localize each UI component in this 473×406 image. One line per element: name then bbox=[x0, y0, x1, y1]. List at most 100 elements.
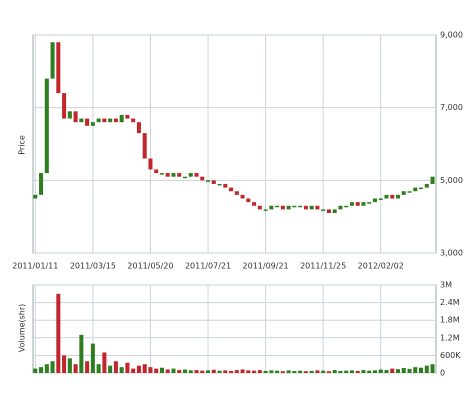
volume-bar bbox=[200, 370, 205, 373]
candle bbox=[240, 194, 245, 199]
candle bbox=[246, 198, 251, 203]
volume-bar bbox=[131, 368, 136, 373]
volume-bar bbox=[303, 371, 308, 373]
x-tick-label: 2011/01/11 bbox=[12, 262, 58, 271]
candle bbox=[321, 209, 326, 211]
candle bbox=[344, 205, 349, 208]
volume-bar bbox=[234, 370, 239, 373]
volume-bar bbox=[223, 370, 228, 373]
candle bbox=[206, 180, 211, 182]
volume-bar bbox=[85, 361, 90, 373]
volume-bar bbox=[246, 370, 251, 373]
candle bbox=[182, 176, 188, 179]
candle bbox=[108, 118, 113, 123]
volume-bar bbox=[280, 371, 285, 373]
candle bbox=[188, 173, 193, 177]
volume-bar bbox=[372, 370, 377, 373]
candle bbox=[269, 205, 274, 210]
candle bbox=[338, 205, 343, 210]
volume-bar bbox=[102, 352, 107, 373]
volume-tick-label: 2.4M bbox=[440, 298, 460, 307]
volume-bar bbox=[177, 370, 182, 373]
volume-bar bbox=[171, 368, 176, 373]
candle bbox=[113, 118, 118, 123]
candle bbox=[252, 202, 257, 206]
volume-bar bbox=[378, 369, 383, 373]
volume-bar bbox=[349, 370, 354, 373]
volume-tick-label: 1.2M bbox=[440, 333, 460, 342]
candle bbox=[395, 194, 401, 199]
candle bbox=[292, 205, 297, 208]
volume-bar bbox=[108, 365, 113, 373]
volume-bar bbox=[44, 364, 49, 373]
volume-tick-label: 600K bbox=[440, 351, 461, 360]
candle bbox=[217, 183, 222, 186]
candle bbox=[361, 202, 366, 206]
volume-bar bbox=[286, 370, 291, 373]
volume-bar bbox=[211, 369, 216, 373]
candle bbox=[430, 176, 435, 184]
volume-bar bbox=[119, 367, 124, 373]
candle bbox=[367, 202, 372, 204]
candle bbox=[159, 173, 164, 175]
candle bbox=[154, 169, 159, 174]
volume-bar bbox=[240, 369, 245, 373]
y-tick-label: 7,000 bbox=[440, 103, 463, 112]
volume-bar bbox=[401, 368, 406, 373]
volume-bar bbox=[188, 370, 193, 373]
volume-bar bbox=[142, 364, 147, 373]
candle bbox=[136, 122, 141, 134]
candle bbox=[326, 209, 331, 214]
y-tick-label: 9,000 bbox=[440, 31, 463, 40]
volume-bar bbox=[361, 370, 366, 373]
volume-bar bbox=[338, 370, 343, 373]
volume-tick-label: 1.8M bbox=[440, 316, 460, 325]
candle bbox=[315, 205, 320, 210]
volume-bar bbox=[90, 343, 95, 373]
x-tick-label: 2011/03/15 bbox=[70, 262, 116, 271]
candle bbox=[286, 205, 291, 210]
volume-bar bbox=[33, 368, 38, 373]
volume-bar bbox=[79, 334, 84, 373]
candle bbox=[349, 202, 354, 206]
candle bbox=[413, 187, 418, 192]
volume-bar bbox=[424, 365, 429, 373]
volume-bar bbox=[154, 368, 159, 373]
volume-bar bbox=[73, 364, 78, 373]
volume-bar bbox=[125, 362, 130, 373]
volume-bar bbox=[182, 369, 188, 373]
price-axis-label: Price bbox=[18, 135, 27, 155]
volume-bar bbox=[384, 370, 389, 373]
volume-bar bbox=[96, 364, 101, 373]
candle bbox=[223, 183, 228, 188]
volume-bar bbox=[148, 367, 153, 373]
candle bbox=[79, 118, 84, 123]
candle bbox=[50, 42, 55, 79]
volume-bar bbox=[419, 367, 424, 373]
volume-bar bbox=[113, 361, 118, 373]
candle bbox=[148, 158, 153, 170]
volume-bar bbox=[315, 370, 320, 373]
candle bbox=[131, 118, 136, 123]
candle bbox=[419, 187, 424, 190]
volume-bar bbox=[292, 370, 297, 373]
candle bbox=[332, 209, 337, 214]
volume-bar bbox=[56, 293, 61, 373]
volume-bar bbox=[165, 369, 170, 373]
candle bbox=[102, 118, 107, 123]
volume-bar bbox=[326, 371, 331, 373]
price-panel bbox=[32, 34, 437, 254]
volume-bar bbox=[275, 370, 280, 373]
volume-bar bbox=[159, 367, 164, 373]
volume-bar bbox=[194, 370, 199, 373]
candle bbox=[355, 202, 360, 206]
candle bbox=[165, 173, 170, 177]
x-tick-label: 2012/02/02 bbox=[358, 262, 404, 271]
candle bbox=[384, 194, 389, 199]
volume-bar bbox=[344, 370, 349, 373]
volume-bar bbox=[206, 370, 211, 373]
volume-axis-label: Volume(shr) bbox=[18, 304, 27, 353]
candle bbox=[85, 118, 90, 126]
candle bbox=[424, 183, 429, 188]
